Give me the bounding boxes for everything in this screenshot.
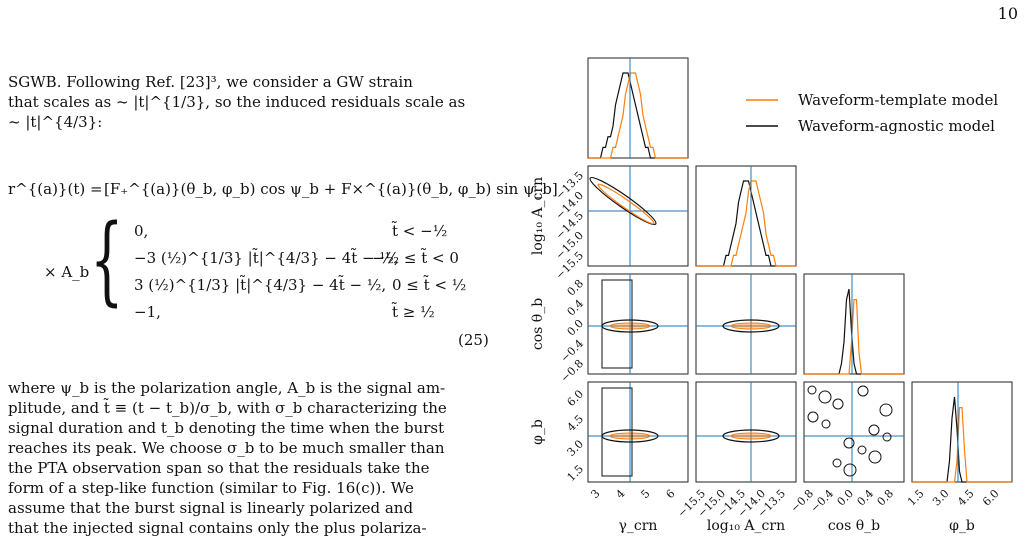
histogram-template [912, 407, 1012, 483]
x-tick-label: 0.0 [835, 487, 857, 509]
y-tick-label: 4.5 [565, 412, 587, 434]
case-expression: 0, [134, 222, 149, 240]
page-number: 10 [997, 4, 1018, 23]
x-axis-label: log₁₀ A_crn [707, 518, 785, 534]
intro-paragraph: SGWB. Following Ref. [23]³, we consider … [8, 72, 488, 132]
body-line: that the injected signal contains only t… [8, 519, 427, 537]
panel-frame [803, 273, 905, 375]
equation-polarization-factor: [F₊^{(a)}(θ_b, φ_b) cos ψ_b + F×^{(a)}(θ… [104, 180, 558, 198]
contour-template [609, 432, 651, 440]
x-tick-label: 3 [588, 487, 602, 501]
x-tick-label: 5 [638, 487, 652, 501]
x-axis-label: γ_crn [619, 518, 658, 534]
contour-agnostic [832, 458, 842, 468]
contour-agnostic [601, 387, 633, 477]
x-tick-label: 1.5 [905, 487, 927, 509]
panel-frame [695, 381, 797, 483]
contour-agnostic [882, 432, 892, 442]
case-condition: 0 ≤ t̃ < ½ [392, 276, 467, 294]
histogram-template [804, 299, 904, 375]
case-condition: −½ ≤ t̃ < 0 [372, 249, 459, 267]
histogram-agnostic [696, 180, 796, 267]
y-tick-label: 0.0 [565, 317, 587, 339]
contour-template [597, 183, 655, 225]
body-line: the PTA observation span so that the res… [8, 459, 430, 477]
panel-frame [587, 165, 689, 267]
equation-prefix: × A_b [44, 263, 90, 281]
panel-frame [695, 273, 797, 375]
case-condition: t̃ ≥ ½ [392, 303, 435, 321]
x-tick-label: 6 [663, 487, 677, 501]
x-tick-label: 4 [613, 487, 627, 501]
contour-agnostic [821, 419, 831, 429]
body-line: assume that the burst signal is linearly… [8, 499, 414, 517]
intro-line: that scales as ~ |t|^{1/3}, so the induc… [8, 93, 466, 111]
contour-agnostic [843, 463, 857, 477]
body-paragraph: where ψ_b is the polarization angle, A_b… [8, 378, 488, 538]
contour-agnostic [857, 385, 869, 397]
body-line: reaches its peak. We choose σ_b to be mu… [8, 439, 445, 457]
x-axis-label: cos θ_b [828, 518, 880, 534]
body-line: signal duration and t_b denoting the tim… [8, 419, 445, 437]
case-expression: 3 (½)^{1/3} |t̃|^{4/3} − 4t̃ − ½, [134, 276, 387, 294]
x-tick-label: 3.0 [930, 487, 952, 509]
body-line: form of a step-like function (similar to… [8, 479, 414, 497]
x-tick-label: −0.4 [808, 487, 836, 515]
x-axis-label: φ_b [949, 518, 975, 534]
y-tick-label: 6.0 [565, 387, 587, 409]
x-tick-label: 0.8 [875, 487, 897, 509]
y-axis-label: log₁₀ A_crn [530, 177, 546, 255]
y-axis-label: φ_b [530, 419, 546, 445]
body-line: plitude, and t̃ ≡ (t − t_b)/σ_b, with σ_… [8, 399, 447, 417]
histogram-template [588, 72, 688, 159]
contour-agnostic [807, 411, 819, 423]
contour-agnostic [601, 279, 633, 369]
contour-agnostic [857, 445, 867, 455]
y-tick-label: 3.0 [565, 437, 587, 459]
case-expression: −1, [134, 303, 161, 321]
panel-frame [587, 273, 689, 375]
contour-template [730, 432, 772, 440]
contour-template [609, 322, 651, 330]
equation-number: (25) [458, 331, 489, 349]
intro-line: SGWB. Following Ref. [23]³, we consider … [8, 73, 413, 91]
panel-frame [695, 165, 797, 267]
cases-brace: { [90, 204, 124, 316]
y-axis-label: cos θ_b [530, 298, 546, 350]
case-condition: t̃ < −½ [392, 222, 448, 240]
panel-frame [587, 57, 689, 159]
legend-label-agnostic: Waveform-agnostic model [798, 117, 995, 135]
x-tick-label: 4.5 [955, 487, 977, 509]
contour-agnostic [722, 319, 780, 333]
equation-lhs: r^{(a)}(t) = [8, 180, 103, 198]
y-tick-label: 0.4 [565, 297, 587, 319]
contour-agnostic [868, 424, 880, 436]
y-tick-label: 0.8 [565, 277, 587, 299]
x-tick-label: 6.0 [980, 487, 1002, 509]
panel-frame [911, 381, 1013, 483]
histogram-template [696, 180, 796, 267]
contour-agnostic [807, 385, 817, 395]
panel-frame [803, 381, 905, 483]
corner-plot-figure: −15.5−15.0−14.5−14.0−13.5−0.8−0.40.00.40… [530, 57, 1013, 534]
legend-label-template: Waveform-template model [798, 91, 998, 109]
body-line: where ψ_b is the polarization angle, A_b… [8, 379, 446, 397]
contour-agnostic [818, 390, 832, 404]
contour-agnostic [589, 176, 657, 226]
contour-agnostic [868, 450, 882, 464]
contour-agnostic [722, 429, 780, 443]
contour-agnostic [832, 398, 844, 410]
contour-template [730, 322, 772, 330]
y-tick-label: 1.5 [565, 462, 587, 484]
contour-agnostic [843, 437, 855, 449]
panel-frame [587, 381, 689, 483]
case-expression: −3 (½)^{1/3} |t̃|^{4/3} − 4t̃ − ½, [134, 249, 399, 267]
intro-line: ~ |t|^{4/3}: [8, 113, 103, 131]
contour-agnostic [879, 403, 893, 417]
x-tick-label: 0.4 [855, 487, 877, 509]
